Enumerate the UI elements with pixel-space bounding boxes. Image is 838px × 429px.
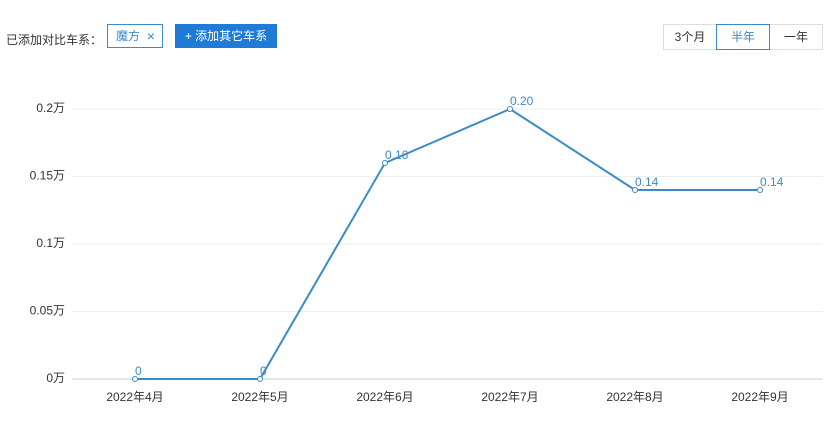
data-label: 0 <box>135 364 142 378</box>
period-switch: 3个月 半年 一年 <box>663 24 823 50</box>
data-label: 0.16 <box>385 148 409 162</box>
point <box>257 376 263 382</box>
point <box>757 187 763 193</box>
y-tick-label: 0.2万 <box>36 101 65 115</box>
data-label: 0.14 <box>760 175 784 189</box>
y-tick-label: 0.05万 <box>30 304 65 318</box>
data-label: 0.20 <box>510 94 534 108</box>
x-tick-label: 2022年7月 <box>481 390 538 404</box>
y-tick-label: 0万 <box>46 371 65 385</box>
line <box>135 107 760 380</box>
add-button[interactable]: + 添加其它车系 <box>175 24 277 48</box>
compare-label: 已添加对比车系： <box>6 33 103 47</box>
point <box>507 106 513 112</box>
tag-close[interactable]: × <box>146 28 155 44</box>
y-tick-label: 0.15万 <box>30 169 65 183</box>
period-button[interactable]: 半年 <box>716 24 770 50</box>
x-tick-label: 2022年9月 <box>731 390 788 404</box>
data-label: 0.14 <box>635 175 659 189</box>
x-tick-label: 2022年4月 <box>106 390 163 404</box>
toolbar: 已添加对比车系： 魔方 × + 添加其它车系 3个月 半年 一年 <box>0 24 838 52</box>
point <box>632 187 638 193</box>
point <box>132 376 138 382</box>
y-tick-label: 0.1万 <box>36 236 65 250</box>
x-tick-label: 2022年5月 <box>231 390 288 404</box>
point <box>382 160 388 166</box>
x-tick-label: 2022年8月 <box>606 390 663 404</box>
x-tick-label: 2022年6月 <box>356 390 413 404</box>
data-label: 0 <box>260 364 267 378</box>
series-tag[interactable]: 魔方 × <box>107 24 163 48</box>
tag-text: 魔方 <box>116 29 141 43</box>
